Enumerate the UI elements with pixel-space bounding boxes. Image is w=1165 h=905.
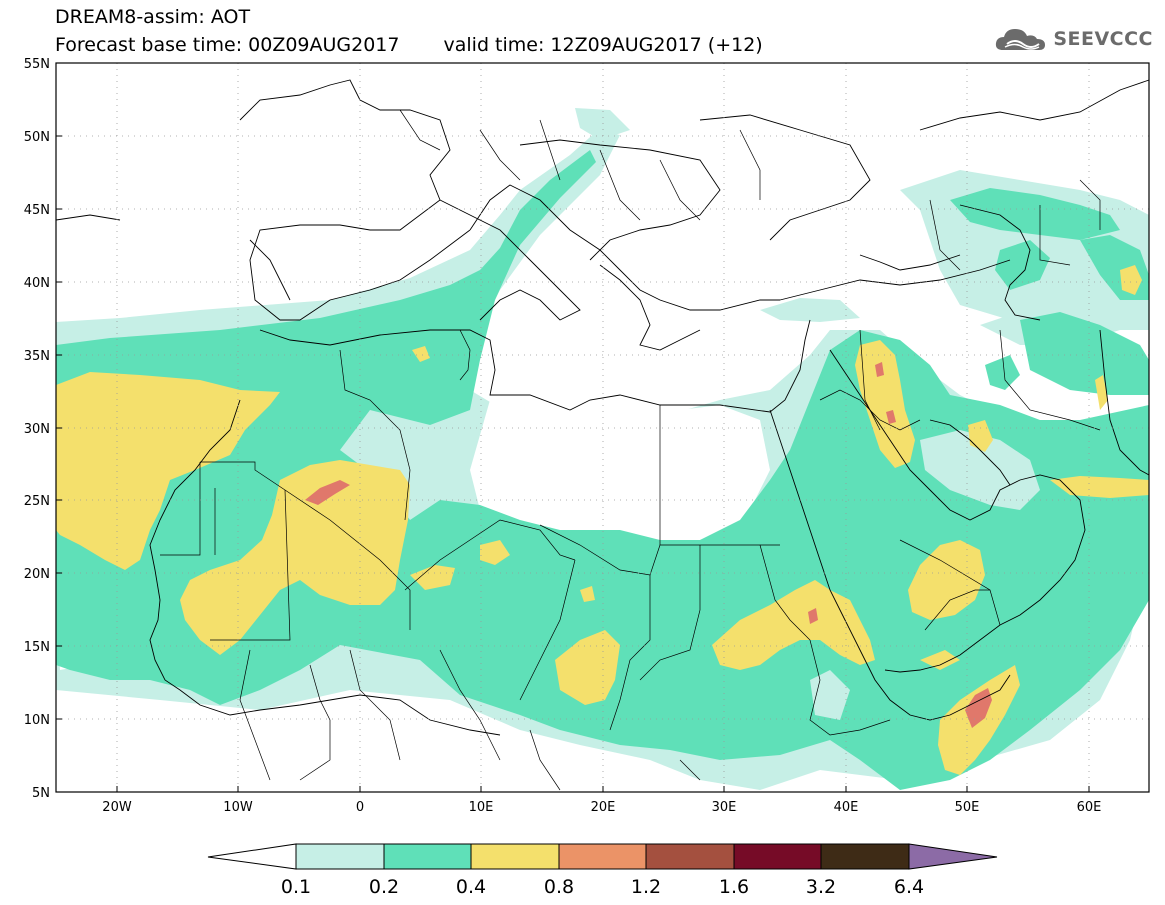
lon-label: 10W — [223, 800, 253, 815]
colorbar-label: 1.6 — [719, 876, 749, 898]
colorbar — [207, 843, 998, 870]
colorbar-swatch-2 — [383, 843, 472, 870]
colorbar-label: 0.4 — [456, 876, 486, 898]
lat-label: 5N — [32, 786, 50, 801]
lat-label: 10N — [24, 713, 50, 728]
lon-label: 60E — [1077, 800, 1102, 815]
borders — [160, 109, 1101, 791]
lon-label: 0 — [356, 800, 364, 815]
colorbar-labels: 0.1 0.2 0.4 0.8 1.2 1.6 3.2 6.4 — [281, 876, 924, 898]
colorbar-label: 0.2 — [369, 876, 399, 898]
colorbar-label: 1.2 — [631, 876, 661, 898]
colorbar-label: 0.1 — [281, 876, 311, 898]
map-title: DREAM8-assim: AOT — [55, 6, 251, 28]
lat-lon-grid — [56, 63, 1149, 792]
lon-label: 10E — [469, 800, 494, 815]
lat-label: 50N — [24, 130, 50, 145]
map-time-line: Forecast base time: 00Z09AUG2017 valid ti… — [55, 34, 763, 56]
aot-clear-patch — [810, 430, 1040, 720]
colorbar-swatch-4 — [558, 843, 647, 870]
lat-label: 25N — [24, 494, 50, 509]
valid-time: valid time: 12Z09AUG2017 (+12) — [443, 34, 763, 56]
lat-label: 35N — [24, 349, 50, 364]
aot-very-high-region — [305, 362, 992, 728]
colorbar-swatch-6 — [733, 843, 822, 870]
colorbar-swatch-7 — [820, 843, 910, 870]
colorbar-label: 0.8 — [544, 876, 574, 898]
cloud-icon — [996, 29, 1046, 50]
logo-text: SEEVCCC — [1053, 28, 1153, 50]
lon-labels: 20W 10W 0 10E 20E 30E 40E 50E 60E — [102, 800, 1101, 815]
colorbar-swatch-1 — [295, 843, 385, 870]
colorbar-label: 6.4 — [894, 876, 924, 898]
lon-label: 20W — [102, 800, 132, 815]
seevccc-logo: SEEVCCC — [993, 24, 1153, 54]
colorbar-swatch-5 — [645, 843, 735, 870]
lat-label: 20N — [24, 567, 50, 582]
lon-label: 30E — [712, 800, 737, 815]
colorbar-swatch-3 — [470, 843, 560, 870]
lat-label: 55N — [24, 57, 50, 72]
forecast-base-time: Forecast base time: 00Z09AUG2017 — [55, 34, 400, 56]
lat-label: 45N — [24, 203, 50, 218]
lat-labels: 55N 50N 45N 40N 35N 30N 25N 20N 15N 10N … — [24, 57, 50, 801]
aot-field — [56, 63, 1149, 792]
lon-label: 40E — [834, 800, 859, 815]
aot-medium-region — [56, 150, 1149, 790]
colorbar-low-end — [207, 843, 297, 870]
lon-label: 20E — [591, 800, 616, 815]
lat-label: 30N — [24, 422, 50, 437]
lat-label: 40N — [24, 276, 50, 291]
lon-label: 50E — [955, 800, 980, 815]
lat-label: 15N — [24, 640, 50, 655]
axis-ticks — [56, 62, 1090, 793]
colorbar-high-end — [908, 843, 998, 870]
colorbar-label: 3.2 — [806, 876, 836, 898]
coastlines — [56, 79, 1149, 736]
